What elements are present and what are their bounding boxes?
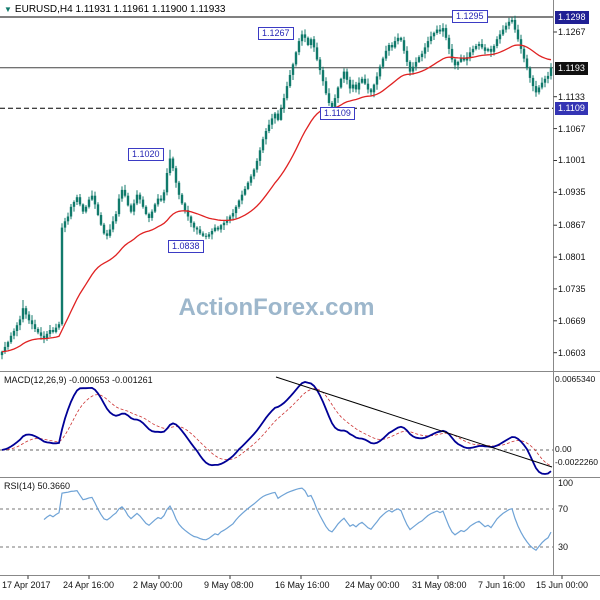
time-axis-label: 2 May 00:00 (133, 580, 183, 590)
price-flag-label: 1.1267 (258, 27, 294, 40)
price-axis-label: 1.0735 (558, 284, 586, 294)
macd-axis-label: 0.00 (555, 444, 572, 454)
price-flag-label: 1.1295 (452, 10, 488, 23)
price-axis-label: 1.1267 (558, 27, 586, 37)
time-axis-label: 17 Apr 2017 (2, 580, 51, 590)
chart-marker-icon: ▼ (4, 5, 12, 14)
time-axis-label: 24 May 00:00 (345, 580, 400, 590)
macd-axis-label: 0.0065340 (555, 374, 596, 384)
watermark: ActionForex.com (178, 294, 375, 321)
symbol-ohlc-text: EURUSD,H4 1.11931 1.11961 1.11900 1.1193… (14, 4, 226, 15)
price-axis-label: 1.0669 (558, 316, 586, 326)
price-axis-flag: 1.1193 (555, 62, 588, 75)
time-axis-label: 15 Jun 00:00 (536, 580, 589, 590)
rsi-indicator-label: RSI(14) 50.3660 (4, 481, 71, 491)
symbol-ohlc-title: ▼ EURUSD,H4 1.11931 1.11961 1.11900 1.119… (4, 4, 225, 15)
price-axis-label: 1.0867 (558, 220, 586, 230)
rsi-axis-label: 30 (558, 542, 569, 552)
rsi-axis-label: 100 (558, 478, 574, 488)
price-axis-label: 1.0935 (558, 187, 586, 197)
price-axis-label: 1.0801 (558, 252, 586, 262)
price-flag-label: 1.1020 (128, 148, 164, 161)
price-axis-label: 1.1133 (558, 92, 585, 102)
macd-axis-label: -0.0022260 (555, 457, 599, 467)
price-axis-label: 1.1067 (558, 124, 586, 134)
price-axis-flag: 1.1298 (555, 11, 589, 24)
time-axis-label: 16 May 16:00 (275, 580, 330, 590)
macd-indicator-label: MACD(12,26,9) -0.000653 -0.001261 (4, 375, 153, 385)
rsi-axis-label: 70 (558, 504, 569, 514)
time-axis-label: 31 May 08:00 (412, 580, 467, 590)
price-axis-flag: 1.1109 (555, 102, 588, 115)
price-flag-label: 1.1109 (320, 107, 355, 120)
price-axis-label: 1.1001 (558, 155, 586, 165)
price-axis-label: 1.0603 (558, 348, 586, 358)
price-flag-label: 1.0838 (168, 240, 204, 253)
time-axis-label: 7 Jun 16:00 (478, 580, 526, 590)
time-axis-label: 24 Apr 16:00 (63, 580, 115, 590)
time-axis-label: 9 May 08:00 (204, 580, 254, 590)
